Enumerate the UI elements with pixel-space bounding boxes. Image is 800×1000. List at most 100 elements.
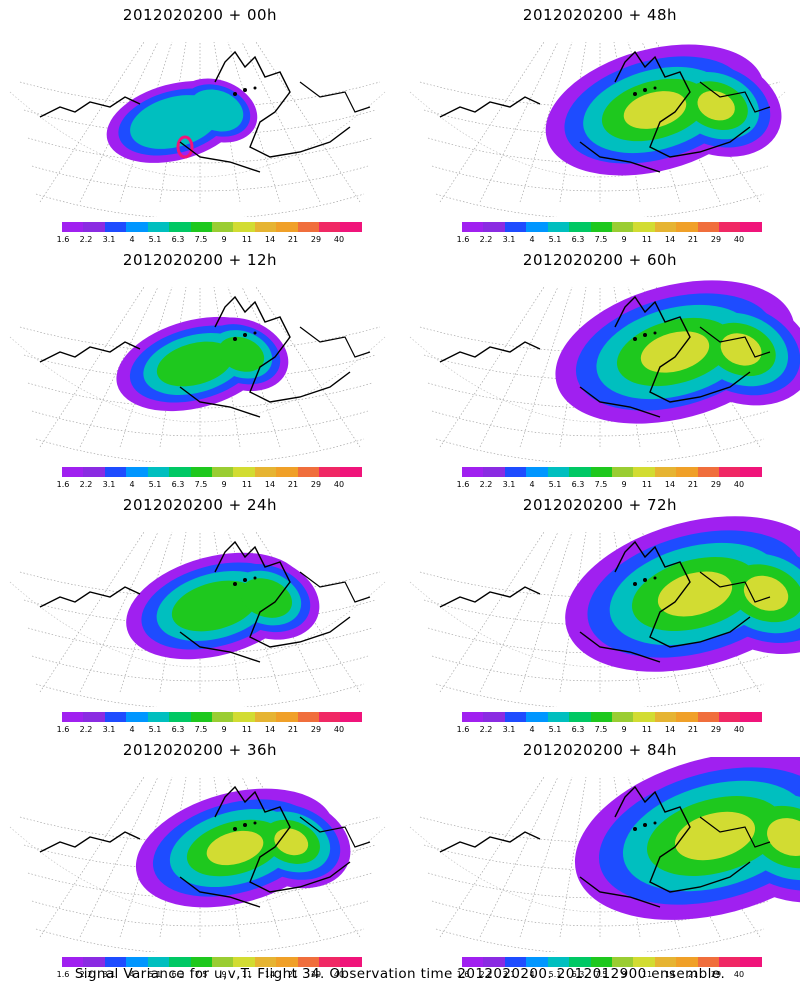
colorbar-segment [483, 467, 505, 477]
colorbar-segment [254, 712, 277, 722]
colorbar-label: 9 [221, 970, 227, 979]
colorbar-label: 14 [664, 480, 676, 489]
colorbar-segment [62, 222, 84, 232]
colorbar-label: 5.1 [548, 970, 562, 979]
colorbar-label: 1.6 [56, 725, 70, 734]
colorbar-label: 4 [529, 970, 535, 979]
colorbar-segment [190, 957, 212, 967]
colorbar-label: 2.2 [79, 480, 93, 489]
colorbar-label: 6.3 [171, 480, 185, 489]
colorbar-segment [319, 222, 341, 232]
colorbar [62, 222, 362, 232]
colorbar-segment [526, 712, 548, 722]
panel-title: 2012020200 + 60h [522, 251, 678, 269]
colorbar-segment [719, 467, 741, 477]
colorbar-label: 11 [241, 970, 253, 979]
colorbar-segment [83, 222, 105, 232]
colorbar-segment [104, 957, 127, 967]
colorbar-label: 1.6 [456, 480, 470, 489]
colorbar-segment [676, 712, 698, 722]
colorbar [462, 957, 762, 967]
colorbar-label: 4 [529, 725, 535, 734]
colorbar-segment [340, 222, 362, 232]
colorbar-label: 11 [241, 480, 253, 489]
colorbar-label: 3.1 [502, 725, 516, 734]
panel-title: 2012020200 + 00h [122, 6, 278, 24]
colorbar-label: 29 [310, 725, 322, 734]
colorbar-segment [633, 712, 655, 722]
colorbar-segment [62, 957, 84, 967]
colorbar-segment [504, 712, 527, 722]
colorbar-label: 14 [264, 480, 276, 489]
colorbar-label: 9 [621, 970, 627, 979]
colorbar-segment [83, 957, 105, 967]
colorbar-labels: 1.6 2.2 3.1 4 5.1 6.3 7.5 9 11 14 21 29 40 [455, 970, 765, 980]
colorbar-label: 9 [221, 235, 227, 244]
colorbar-segment [719, 712, 741, 722]
colorbar-label: 4 [129, 235, 135, 244]
colorbar-labels: 1.6 2.2 3.1 4 5.1 6.3 7.5 9 11 14 21 29 40 [455, 235, 765, 245]
colorbar-label: 3.1 [102, 970, 116, 979]
colorbar-segment [633, 222, 655, 232]
colorbar-segment [297, 467, 320, 477]
colorbar-labels: 1.6 2.2 3.1 4 5.1 6.3 7.5 9 11 14 21 29 40 [455, 725, 765, 735]
colorbar-segment [569, 467, 591, 477]
variance-map [9, 531, 386, 707]
colorbar-label: 21 [687, 725, 699, 734]
colorbar-segment [547, 467, 570, 477]
colorbar-label: 21 [687, 235, 699, 244]
colorbar-label: 29 [710, 970, 722, 979]
colorbar-segment [83, 467, 105, 477]
colorbar-segment [319, 467, 341, 477]
colorbar-label: 21 [287, 235, 299, 244]
colorbar-segment [719, 222, 741, 232]
colorbar-segment [126, 467, 148, 477]
colorbar-label: 4 [129, 480, 135, 489]
colorbar-segment [590, 467, 612, 477]
colorbar-labels: 1.6 2.2 3.1 4 5.1 6.3 7.5 9 11 14 21 29 40 [55, 235, 365, 245]
colorbar-label: 2.2 [479, 235, 493, 244]
colorbar-label: 2.2 [479, 970, 493, 979]
colorbar-segment [319, 957, 341, 967]
colorbar-label: 14 [264, 235, 276, 244]
colorbar-label: 3.1 [502, 970, 516, 979]
colorbar-label: 5.1 [548, 235, 562, 244]
colorbar-segment [169, 222, 191, 232]
figure-caption: Signal Variance for u,v,T. Flight 34. Ob… [74, 966, 726, 982]
colorbar-label: 2.2 [79, 970, 93, 979]
colorbar-labels: 1.6 2.2 3.1 4 5.1 6.3 7.5 9 11 14 21 29 40 [55, 480, 365, 490]
colorbar-label: 4 [529, 480, 535, 489]
colorbar-label: 29 [310, 480, 322, 489]
colorbar-segment [633, 957, 655, 967]
colorbar-segment [590, 222, 612, 232]
colorbar-label: 7.5 [594, 970, 608, 979]
colorbar-label: 1.6 [456, 970, 470, 979]
map-panel: 2012020200 + 12h 1.6 2.2 3.1 4 5.1 6.3 7.5 9 11 14… [0, 245, 400, 490]
colorbar-segment [462, 957, 484, 967]
colorbar-label: 5.1 [548, 480, 562, 489]
variance-map [409, 280, 800, 462]
colorbar [62, 957, 362, 967]
colorbar-segment [676, 957, 698, 967]
colorbar-segment [233, 467, 255, 477]
colorbar-segment [104, 222, 127, 232]
colorbar-segment [254, 957, 277, 967]
colorbar-segment [104, 712, 127, 722]
variance-map [409, 41, 786, 217]
colorbar-segment [211, 957, 234, 967]
colorbar-label: 6.3 [571, 480, 585, 489]
colorbar-segment [504, 467, 527, 477]
colorbar-segment [340, 467, 362, 477]
colorbar-segment [276, 222, 298, 232]
colorbar-label: 40 [333, 970, 345, 979]
colorbar-segment [590, 957, 612, 967]
colorbar-label: 14 [264, 970, 276, 979]
colorbar-label: 21 [687, 970, 699, 979]
colorbar-label: 40 [333, 725, 345, 734]
colorbar-segment [654, 467, 677, 477]
colorbar-label: 6.3 [571, 235, 585, 244]
colorbar [462, 467, 762, 477]
colorbar-label: 1.6 [56, 480, 70, 489]
colorbar-segment [697, 957, 720, 967]
colorbar-label: 1.6 [456, 725, 470, 734]
